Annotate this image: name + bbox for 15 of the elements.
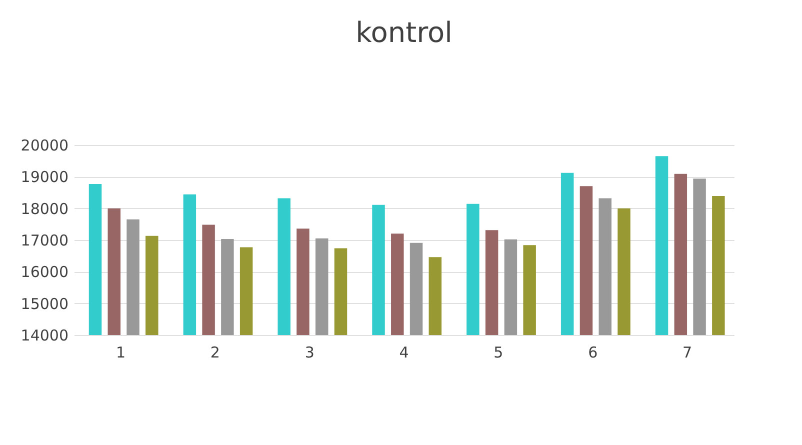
y-tick-label: 17000 — [20, 232, 68, 250]
x-tick-label: 6 — [588, 344, 598, 362]
y-tick-label: 15000 — [20, 294, 68, 313]
y-tick-label: 20000 — [20, 136, 68, 154]
chart-title: kontrol — [356, 16, 452, 49]
x-tick-label: 4 — [399, 344, 409, 362]
x-tick-label: 5 — [494, 344, 504, 362]
x-tick-label: 3 — [304, 344, 314, 362]
x-tick-label: 2 — [210, 344, 220, 362]
y-tick-label: 14000 — [20, 326, 68, 344]
x-tick-label: 1 — [116, 344, 126, 362]
x-tick-label: 7 — [682, 344, 692, 362]
y-tick-label: 16000 — [20, 263, 68, 282]
y-tick-label: 18000 — [20, 200, 68, 218]
y-tick-label: 19000 — [20, 168, 68, 186]
